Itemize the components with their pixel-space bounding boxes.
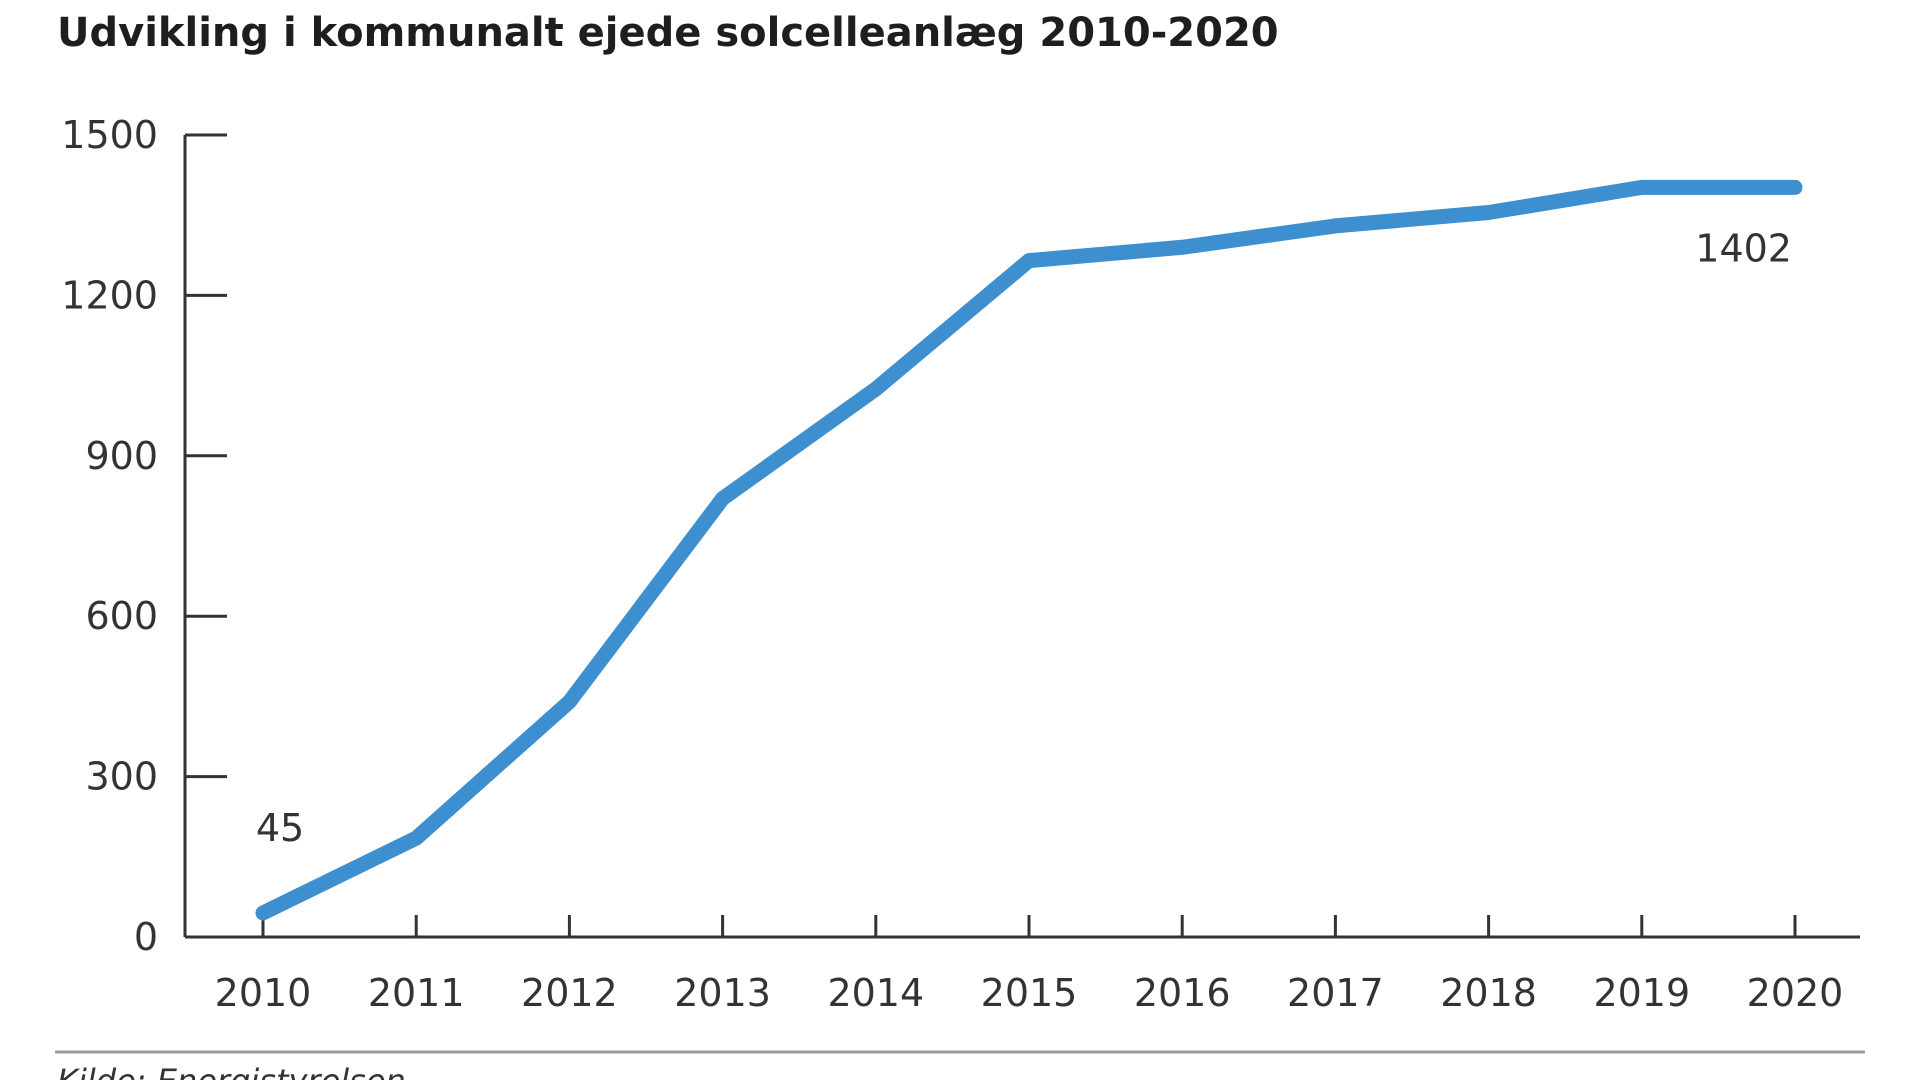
x-tick-label: 2013 [674,971,771,1015]
x-tick-label: 2015 [981,971,1078,1015]
x-tick-label: 2018 [1440,971,1537,1015]
y-tick-label: 300 [85,755,158,799]
x-tick-label: 2014 [827,971,924,1015]
x-tick-label: 2010 [215,971,312,1015]
x-tick-label: 2011 [368,971,465,1015]
data-annotations: 45 1402 [256,226,1792,850]
series-line [255,179,1803,921]
y-tick-label: 1200 [61,273,158,317]
x-tick-label: 2016 [1134,971,1231,1015]
x-tick-label: 2012 [521,971,618,1015]
y-tick-label: 900 [85,434,158,478]
axes [183,135,1860,939]
y-tick-label: 600 [85,594,158,638]
x-axis-ticks: 2010 2011 2012 2013 2014 2015 2016 2017 2018 2019… [215,915,1844,1015]
data-label: 1402 [1695,226,1792,270]
source-note: Kilde: Energistyrelsen [57,1062,406,1080]
y-axis-ticks: 0 300 600 900 1200 1500 [61,113,227,959]
y-tick-label: 1500 [61,113,158,157]
y-tick-label: 0 [134,915,158,959]
x-tick-label: 2019 [1593,971,1690,1015]
x-tick-label: 2020 [1747,971,1844,1015]
chart-title: Udvikling i kommunalt ejede solcelleanlæ… [57,10,1279,56]
series-group [255,179,1803,921]
x-tick-label: 2017 [1287,971,1384,1015]
data-label: 45 [256,806,304,850]
